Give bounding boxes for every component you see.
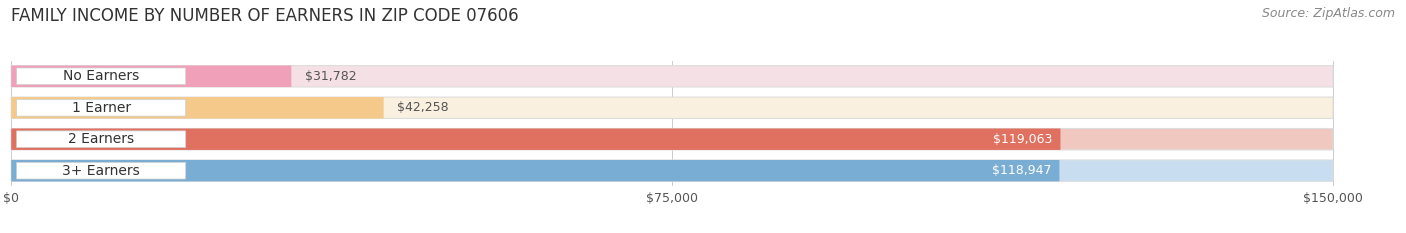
Text: $118,947: $118,947	[993, 164, 1052, 177]
Text: FAMILY INCOME BY NUMBER OF EARNERS IN ZIP CODE 07606: FAMILY INCOME BY NUMBER OF EARNERS IN ZI…	[11, 7, 519, 25]
Text: 1 Earner: 1 Earner	[72, 101, 131, 115]
FancyBboxPatch shape	[11, 66, 291, 87]
FancyBboxPatch shape	[17, 99, 186, 116]
FancyBboxPatch shape	[17, 162, 186, 179]
Text: $31,782: $31,782	[305, 70, 356, 83]
Text: $119,063: $119,063	[993, 133, 1053, 146]
FancyBboxPatch shape	[11, 129, 1060, 150]
FancyBboxPatch shape	[17, 68, 186, 85]
FancyBboxPatch shape	[11, 129, 1333, 150]
Text: No Earners: No Earners	[63, 69, 139, 83]
FancyBboxPatch shape	[11, 97, 384, 118]
Text: 2 Earners: 2 Earners	[67, 132, 134, 146]
FancyBboxPatch shape	[11, 160, 1333, 181]
FancyBboxPatch shape	[11, 66, 1333, 87]
Text: Source: ZipAtlas.com: Source: ZipAtlas.com	[1261, 7, 1395, 20]
FancyBboxPatch shape	[11, 160, 1060, 181]
FancyBboxPatch shape	[11, 97, 1333, 118]
Text: $42,258: $42,258	[396, 101, 449, 114]
FancyBboxPatch shape	[17, 131, 186, 147]
Text: 3+ Earners: 3+ Earners	[62, 164, 141, 178]
